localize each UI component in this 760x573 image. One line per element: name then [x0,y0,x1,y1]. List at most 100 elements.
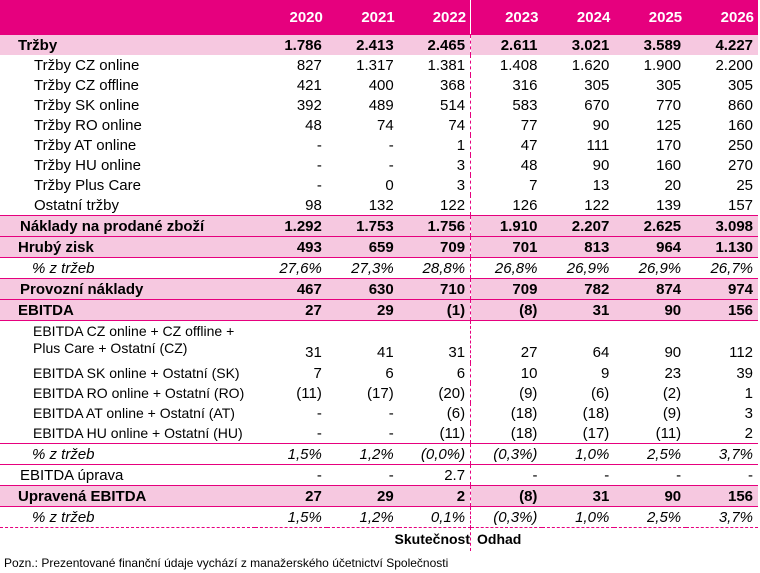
year-header: 2021 [326,0,399,35]
value-cell: (2) [662,384,682,402]
value-cell: 132 [326,195,399,216]
value-cell: 3.021 [542,34,615,55]
value-cell: 13 [592,176,610,194]
value-cell: (11) [296,384,322,402]
value-cell: (11) [614,423,687,444]
value-cell: 3.098 [686,215,759,237]
table-row: Tržby RO online 48 74 74 77 90 125 160 [0,115,758,135]
row-label: EBITDA AT online + Ostatní (AT) [33,404,235,421]
table-row: Tržby CZ offline 421 400 368 316 305 305 305 [0,75,758,95]
year-header: 2026 [686,0,759,35]
value-cell: 1.130 [686,236,759,258]
value-cell: 489 [368,96,394,114]
value-cell: 270 [727,156,754,174]
value-cell: 29 [326,299,399,321]
value-cell: 1,2% [326,506,399,528]
value-cell: - [255,423,327,444]
row-label: EBITDA CZ online + CZ offline + Plus Car… [33,323,235,356]
table-row: EBITDA HU online + Ostatní (HU) - - (11) (18… [0,423,759,444]
value-cell: 493 [255,236,327,258]
value-cell: 160 [727,116,754,134]
value-cell: 421 [296,76,322,94]
value-cell: 827 [296,56,322,74]
table-row: Upravená EBITDA 27 29 2 (8) 31 90 156 [0,485,759,507]
value-cell: 27 [520,344,538,361]
value-cell: 31 [542,299,615,321]
value-cell: 90 [592,116,610,134]
value-cell: 1,2% [326,443,399,465]
value-cell: 98 [255,195,327,216]
value-cell: 90 [592,156,610,174]
value-cell: (18) [582,404,610,422]
value-cell: 111 [586,136,610,154]
value-cell: (18) [510,404,538,422]
table-row: Náklady na prodané zboží 1.292 1.753 1.756 1… [0,215,759,237]
value-cell: 874 [614,278,687,300]
period-divider [470,527,471,551]
value-cell: (11) [398,423,472,444]
table-row: EBITDA úprava - -2.7- - - - [0,464,759,486]
row-label: % z tržeb [0,506,255,528]
value-cell: 2.200 [715,56,754,74]
value-cell: 368 [398,75,472,95]
row-label: Ostatní tržby [0,195,255,216]
table-row: Tržby 1.786 2.413 2.465 2.611 3.021 3.589 4.227 [0,34,759,55]
value-cell: (20) [398,383,472,403]
value-cell: 3 [398,155,472,175]
period-legend: Skutečnost Odhad [0,527,760,551]
value-cell: 26,8% [470,257,543,279]
row-label: % z tržeb [0,257,255,279]
value-cell: 74 [377,116,394,134]
value-cell: 670 [584,96,610,114]
value-cell: 0,1% [398,506,472,528]
year-header: 2020 [255,0,327,35]
year-header: 2023 [470,0,543,35]
value-cell: 27 [255,485,327,507]
year-header: 2024 [542,0,615,35]
value-cell: - [686,464,759,486]
value-cell: 47 [520,136,538,154]
value-cell: 3 [398,175,472,195]
estimate-label: Odhad [477,531,522,547]
value-cell: 2.207 [542,215,615,237]
value-cell: 156 [686,485,759,507]
table-row: % z tržeb 1,5% 1,2% 0,1% (0,3%) 1,0% 2,5% 3,7% [0,506,759,528]
value-cell: (8) [470,299,543,321]
value-cell: 583 [512,96,538,114]
row-label: Tržby CZ offline [34,76,140,94]
table-row: Tržby SK online 392 489 514 583 670 770 860 [0,95,758,115]
financial-table: 2020 2021 2022 2023 2024 2025 2026 Tržby… [0,0,759,528]
value-cell: (9) [519,384,538,402]
value-cell: 25 [736,176,754,194]
value-cell: 400 [368,76,394,94]
value-cell: 305 [584,76,610,94]
value-cell: 90 [614,299,687,321]
value-cell: 964 [614,236,687,258]
value-cell: 250 [727,136,754,154]
value-cell: 2 [398,485,472,507]
value-cell: 2,5% [614,443,687,465]
row-label: EBITDA RO online + Ostatní (RO) [33,384,245,401]
value-cell: - [255,464,327,486]
value-cell: 1.408 [499,56,538,74]
value-cell: 770 [656,96,682,114]
row-label: Náklady na prodané zboží [0,215,255,237]
table-row: Hrubý zisk 493 659 709 701 813 964 1.130 [0,236,759,258]
value-cell: 2.413 [326,34,399,55]
value-cell: 3,7% [686,443,759,465]
value-cell: 26,9% [614,257,687,279]
value-cell: 1.753 [326,215,399,237]
table-row: EBITDA SK online + Ostatní (SK) 7 6 6 10 9 23 3… [0,363,758,383]
table-row: Tržby AT online - -1 47 111 170 250 [0,135,758,155]
value-cell: - [614,464,687,486]
value-cell: 3,7% [686,506,759,528]
table-row: EBITDA RO online + Ostatní (RO) (11) (17)(… [0,383,758,403]
value-cell: 27,3% [326,257,399,279]
value-cell: - [326,423,399,444]
value-cell: 23 [664,364,682,382]
table-row: % z tržeb 27,6% 27,3% 28,8% 26,8% 26,9% 26,9% 2… [0,257,759,279]
value-cell: 709 [398,236,472,258]
actual-label: Skutečnost [394,531,470,547]
value-cell: 4.227 [686,34,759,55]
value-cell: 813 [542,236,615,258]
